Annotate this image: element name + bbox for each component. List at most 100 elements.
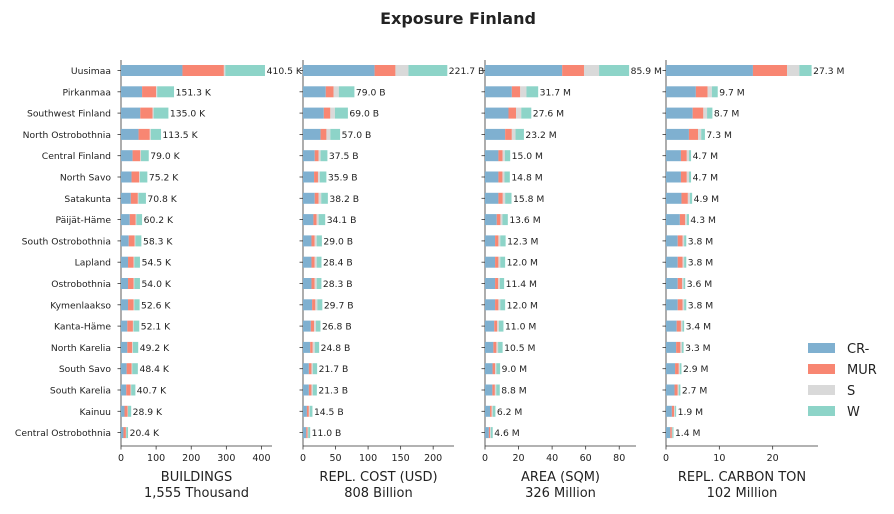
bar-1-lapland-s (134, 257, 135, 268)
bar-1-south-karelia-mur (126, 385, 130, 396)
bar-4-satakunta-s (688, 193, 690, 204)
bar-1-uusimaa-mur (182, 65, 223, 76)
data-label-2-south-ostrobothnia: 29.0 B (323, 236, 353, 247)
bar-4-north-savo-s (687, 172, 689, 183)
region-label-south-ostrobothnia: South Ostrobothnia (22, 236, 111, 247)
bar-2-kainuu-cr (303, 406, 307, 417)
bar-2-kanta-h-me-w (316, 321, 320, 332)
bar-4-south-ostrobothnia-s (683, 235, 685, 246)
bar-2-ostrobothnia-mur (311, 278, 314, 289)
bar-4-kymenlaakso-w (684, 299, 686, 310)
bar-4-kanta-h-me-cr (666, 321, 677, 332)
bar-2-central-finland-mur (315, 150, 319, 161)
bar-2-kymenlaakso-w (317, 299, 322, 310)
bar-3-ostrobothnia-s (498, 278, 500, 289)
bar-4-pirkanmaa-s (708, 86, 712, 97)
bar-3-pirkanmaa-mur (512, 86, 520, 97)
bar-4-south-savo-cr (666, 363, 675, 374)
bar-3-south-ostrobothnia-cr (485, 235, 495, 246)
bar-3-south-ostrobothnia-mur (495, 235, 498, 246)
data-label-3-central-ostrobothnia: 4.6 M (494, 428, 520, 439)
bar-1-south-karelia-w (131, 385, 135, 396)
bar-2-kymenlaakso-cr (303, 299, 312, 310)
bar-1-kanta-h-me-s (133, 321, 134, 332)
bar-1-central-ostrobothnia-mur (123, 427, 125, 438)
data-label-2-south-karelia: 21.3 B (318, 386, 348, 397)
region-label-southwest-finland: Southwest Finland (27, 109, 111, 120)
legend-swatch-s (808, 385, 835, 395)
bar-3-lapland-s (498, 257, 500, 268)
bar-4-satakunta-mur (681, 193, 687, 204)
data-label-1-ostrobothnia: 54.0 K (141, 279, 171, 290)
bar-4-north-savo-mur (681, 172, 687, 183)
bar-1-south-ostrobothnia-w (135, 235, 141, 246)
bar-2-north-savo-mur (314, 172, 318, 183)
bar-2-north-ostrobothnia-s (326, 129, 330, 140)
data-label-1-central-finland: 79.0 K (150, 151, 180, 162)
bar-3-north-karelia-mur (493, 342, 496, 353)
bar-1-satakunta-s (138, 193, 139, 204)
x-tick-label-3-80: 80 (613, 453, 625, 464)
bar-1-p-ij-t-h-me-cr (121, 214, 130, 225)
bar-3-south-ostrobothnia-w (500, 235, 505, 246)
x-axis-subtitle-3: 326 Million (525, 486, 596, 501)
data-label-3-north-karelia: 10.5 M (504, 343, 535, 354)
x-tick-label-2-200: 200 (424, 453, 442, 464)
bar-1-south-savo-w (132, 363, 138, 374)
bar-1-southwest-finland-cr (121, 108, 140, 119)
data-label-2-north-ostrobothnia: 57.0 B (342, 130, 372, 141)
x-tick-label-4-0: 0 (663, 453, 669, 464)
bar-1-southwest-finland-w (154, 108, 169, 119)
bar-1-kanta-h-me-cr (121, 321, 127, 332)
region-label-north-ostrobothnia: North Ostrobothnia (23, 130, 111, 141)
bar-4-central-ostrobothnia-cr (666, 427, 670, 438)
bar-3-kanta-h-me-mur (494, 321, 497, 332)
bar-3-southwest-finland-w (521, 108, 531, 119)
bar-3-north-ostrobothnia-w (516, 129, 524, 140)
x-tick-label-1-200: 200 (182, 453, 200, 464)
bar-3-south-karelia-w (496, 385, 500, 396)
bar-4-central-ostrobothnia-mur (670, 427, 672, 438)
legend-swatch-cr (808, 343, 835, 353)
bar-2-south-karelia-w (313, 385, 317, 396)
bar-4-ostrobothnia-mur (678, 278, 682, 289)
x-tick-label-3-40: 40 (546, 453, 558, 464)
bar-1-lapland-w (134, 257, 140, 268)
bar-1-north-ostrobothnia-mur (139, 129, 150, 140)
bar-4-south-savo-mur (675, 363, 679, 374)
chart-title: Exposure Finland (380, 9, 536, 28)
x-axis-title-3: AREA (SQM) (521, 470, 600, 485)
bar-2-central-finland-s (319, 150, 321, 161)
bar-2-north-karelia-mur (310, 342, 313, 353)
data-label-2-kymenlaakso: 29.7 B (324, 300, 354, 311)
data-label-4-south-savo: 2.9 M (683, 364, 709, 375)
bar-4-kainuu-w (675, 406, 676, 417)
bar-2-ostrobothnia-s (315, 278, 317, 289)
x-tick-label-1-0: 0 (118, 453, 124, 464)
bar-4-satakunta-w (690, 193, 692, 204)
bar-3-south-savo-s (495, 363, 496, 374)
data-label-3-ostrobothnia: 11.4 M (506, 279, 537, 290)
bar-2-satakunta-cr (303, 193, 315, 204)
bar-1-central-ostrobothnia-w (126, 427, 128, 438)
bar-2-kymenlaakso-mur (312, 299, 315, 310)
bar-1-pirkanmaa-s (156, 86, 157, 97)
bar-1-ostrobothnia-w (134, 278, 140, 289)
bar-3-lapland-cr (485, 257, 495, 268)
data-label-4-kainuu: 1.9 M (678, 407, 704, 418)
bar-3-kymenlaakso-mur (495, 299, 498, 310)
bar-2-satakunta-w (321, 193, 328, 204)
data-label-1-pirkanmaa: 151.3 K (176, 87, 212, 98)
bar-1-kymenlaakso-s (134, 299, 135, 310)
bar-1-south-savo-s (132, 363, 133, 374)
bar-2-north-karelia-w (315, 342, 319, 353)
bar-3-kymenlaakso-cr (485, 299, 495, 310)
bar-3-north-savo-cr (485, 172, 498, 183)
x-tick-label-3-0: 0 (482, 453, 488, 464)
bar-3-central-finland-cr (485, 150, 498, 161)
bar-3-kanta-h-me-cr (485, 321, 494, 332)
bar-4-central-finland-mur (681, 150, 687, 161)
bar-3-south-karelia-mur (492, 385, 495, 396)
bar-2-central-ostrobothnia-w (308, 427, 310, 438)
region-label-uusimaa: Uusimaa (71, 66, 111, 77)
